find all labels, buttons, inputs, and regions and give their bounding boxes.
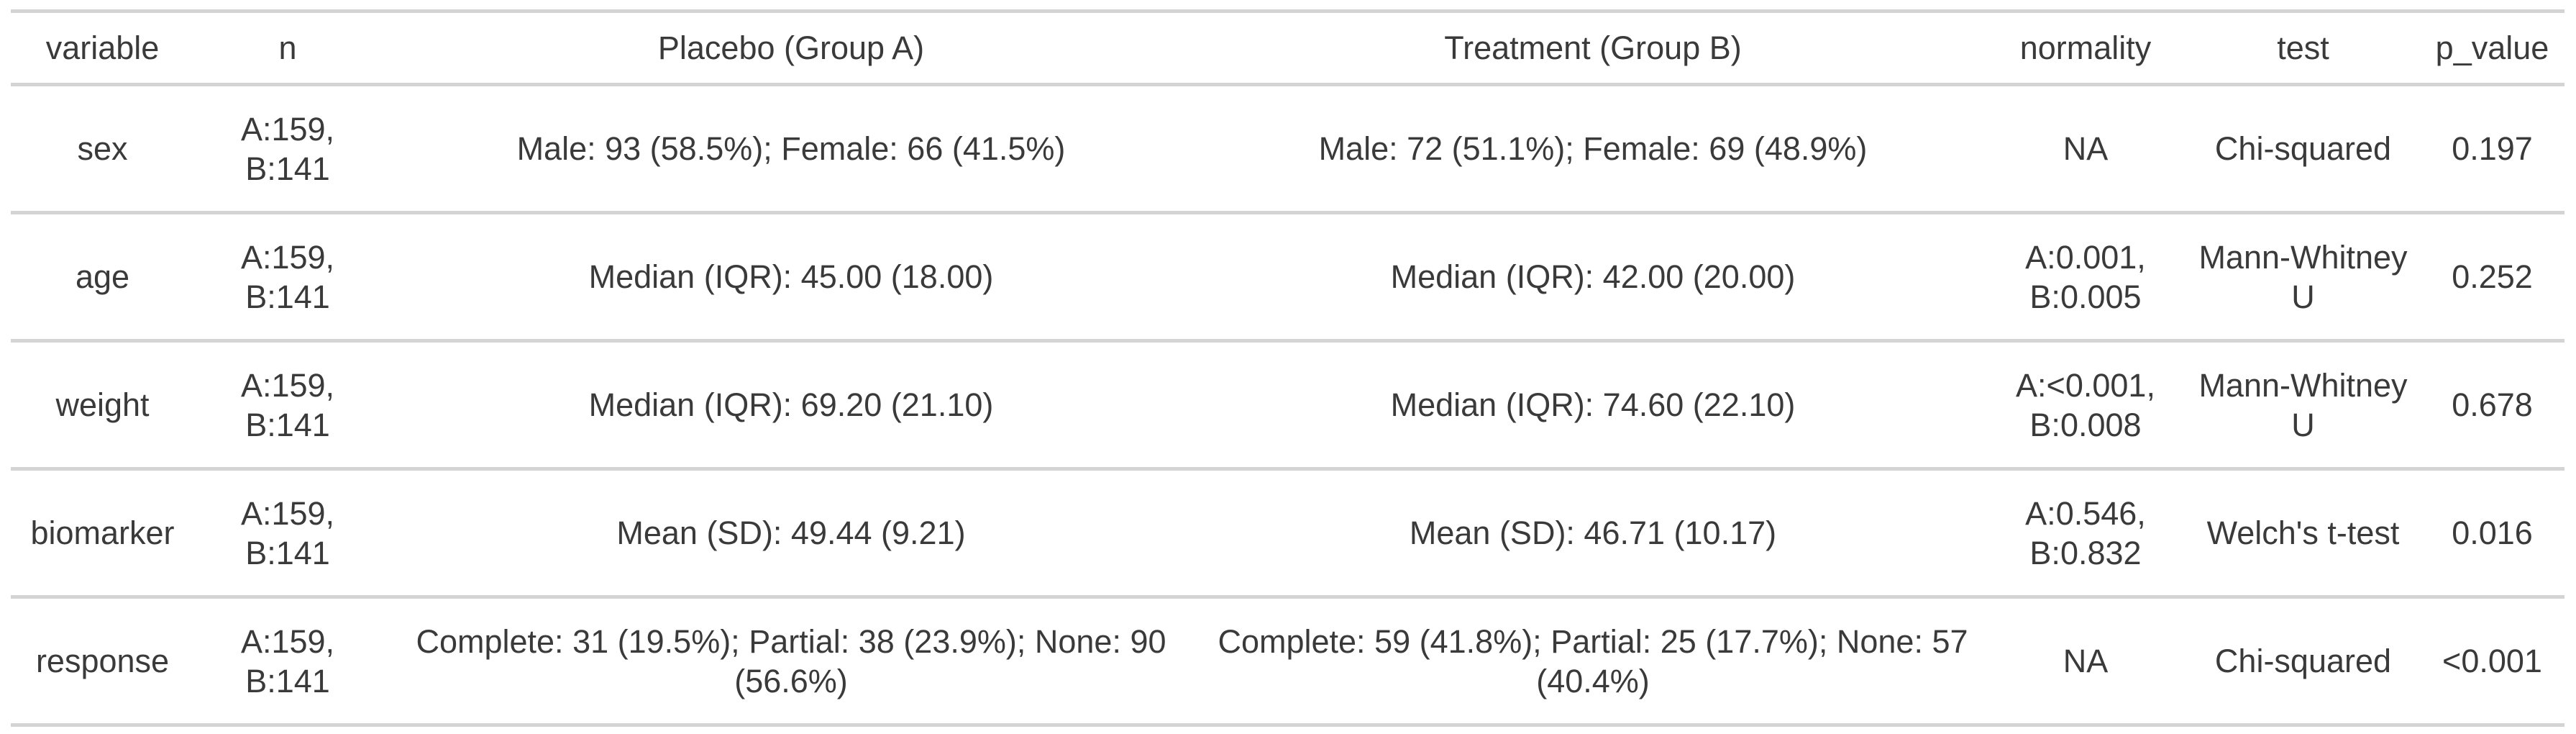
table-cell: Median (IQR): 69.20 (21.10)	[588, 386, 994, 423]
table-cell: Mann-Whitney U	[2198, 366, 2408, 443]
table-row-age: age A:159, B:141 Median (IQR): 45.00 (18…	[11, 213, 2564, 341]
table-cell: 0.197	[2452, 130, 2533, 167]
table-cell: Complete: 59 (41.8%); Partial: 25 (17.7%…	[1218, 622, 1968, 699]
table-cell: Chi-squared	[2214, 130, 2392, 167]
column-header-variable: variable	[45, 30, 160, 66]
table-cell: age	[75, 258, 130, 295]
table-cell: NA	[2063, 130, 2109, 167]
table-cell: A:0.001, B:0.005	[2025, 238, 2146, 315]
table-cell: Male: 93 (58.5%); Female: 66 (41.5%)	[516, 130, 1066, 167]
table-cell: A:<0.001, B:0.008	[2016, 366, 2155, 443]
table-cell: A:159, B:141	[240, 494, 335, 571]
table-row-weight: weight A:159, B:141 Median (IQR): 69.20 …	[11, 341, 2564, 469]
table-cell: <0.001	[2442, 643, 2542, 679]
table-row-response: response A:159, B:141 Complete: 31 (19.5…	[11, 597, 2564, 725]
table-cell: 0.016	[2452, 515, 2533, 551]
table-cell: Chi-squared	[2214, 643, 2392, 679]
table-cell: NA	[2063, 643, 2109, 679]
table-cell: sex	[77, 130, 128, 167]
table-cell: A:159, B:141	[240, 366, 335, 443]
table-cell: Welch's t-test	[2206, 515, 2400, 551]
table-cell: 0.252	[2452, 258, 2533, 295]
table-cell: weight	[55, 386, 150, 423]
table-cell: Male: 72 (51.1%); Female: 69 (48.9%)	[1318, 130, 1868, 167]
column-header-test: test	[2277, 30, 2329, 66]
table-cell: Mean (SD): 46.71 (10.17)	[1409, 515, 1777, 551]
header-row: variable n Placebo (Group A) Treatment (…	[11, 12, 2564, 85]
table-cell: Mean (SD): 49.44 (9.21)	[616, 515, 966, 551]
group-comparison-table: variable n Placebo (Group A) Treatment (…	[11, 9, 2564, 727]
table-cell: A:159, B:141	[240, 110, 335, 187]
table-cell: Median (IQR): 45.00 (18.00)	[588, 258, 994, 295]
table-row-biomarker: biomarker A:159, B:141 Mean (SD): 49.44 …	[11, 469, 2564, 597]
column-header-treatment: Treatment (Group B)	[1444, 30, 1742, 66]
table-cell: biomarker	[30, 515, 175, 551]
table-cell: A:159, B:141	[240, 622, 335, 699]
column-header-placebo: Placebo (Group A)	[657, 30, 925, 66]
table-cell: A:159, B:141	[240, 238, 335, 315]
column-header-p-value: p_value	[2435, 30, 2549, 66]
table-cell: response	[35, 643, 170, 679]
table-cell: Complete: 31 (19.5%); Partial: 38 (23.9%…	[416, 622, 1166, 699]
table-cell: A:0.546, B:0.832	[2025, 494, 2146, 571]
column-header-n: n	[278, 30, 297, 66]
table-cell: Mann-Whitney U	[2198, 238, 2408, 315]
column-header-normality: normality	[2019, 30, 2152, 66]
table-cell: Median (IQR): 42.00 (20.00)	[1390, 258, 1796, 295]
table-row-sex: sex A:159, B:141 Male: 93 (58.5%); Femal…	[11, 85, 2564, 213]
table-cell: Median (IQR): 74.60 (22.10)	[1390, 386, 1796, 423]
table-cell: 0.678	[2452, 386, 2533, 423]
